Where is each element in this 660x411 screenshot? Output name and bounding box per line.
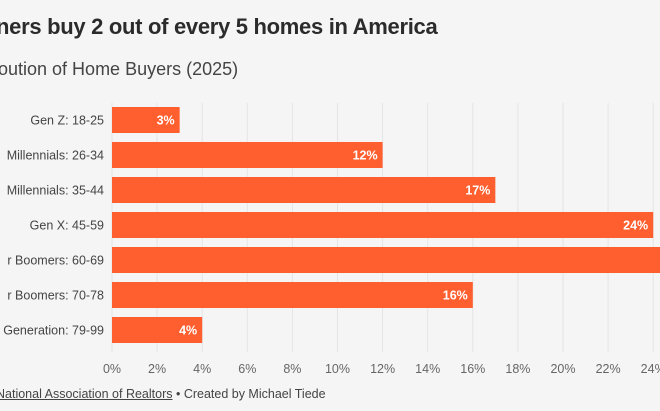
x-tick-label: 16% xyxy=(460,362,485,376)
x-tick-label: 12% xyxy=(370,362,395,376)
data-label: 17% xyxy=(465,184,490,198)
x-tick-label: 14% xyxy=(415,362,440,376)
category-label: Millennials: 35-44 xyxy=(7,184,104,198)
category-label: Generation: 79-99 xyxy=(3,324,104,338)
data-label: 16% xyxy=(443,289,468,303)
x-tick-label: 18% xyxy=(505,362,530,376)
bar xyxy=(112,317,203,343)
data-label: 24% xyxy=(623,219,648,233)
category-label: Gen Z: 18-25 xyxy=(30,114,104,128)
x-tick-label: 10% xyxy=(325,362,350,376)
x-tick-label: 20% xyxy=(550,362,575,376)
x-tick-label: 8% xyxy=(283,362,301,376)
bar xyxy=(112,247,660,273)
chart-subtitle: oution of Home Buyers (2025) xyxy=(0,59,239,79)
source-link[interactable]: National Association of Realtors xyxy=(0,387,173,401)
bar xyxy=(112,177,496,203)
bar xyxy=(112,107,180,133)
data-label: 3% xyxy=(157,114,175,128)
bar xyxy=(112,282,473,308)
x-tick-label: 22% xyxy=(596,362,621,376)
x-tick-label: 0% xyxy=(103,362,121,376)
x-tick-label: 2% xyxy=(148,362,166,376)
bar xyxy=(112,142,383,168)
footer-separator: • xyxy=(172,387,184,401)
category-label: r Boomers: 70-78 xyxy=(7,289,104,303)
category-label: Gen X: 45-59 xyxy=(30,219,104,233)
category-label: Millennials: 26-34 xyxy=(7,149,104,163)
data-label: 4% xyxy=(179,324,197,338)
chart-title: ners buy 2 out of every 5 homes in Ameri… xyxy=(0,14,438,39)
data-label: 12% xyxy=(353,149,378,163)
x-tick-label: 24% xyxy=(641,362,660,376)
credit-text: Created by Michael Tiede xyxy=(183,387,326,401)
category-label: r Boomers: 60-69 xyxy=(7,254,104,268)
x-tick-label: 6% xyxy=(238,362,256,376)
x-tick-label: 4% xyxy=(193,362,211,376)
footer: National Association of Realtors • Creat… xyxy=(0,387,326,401)
bar xyxy=(112,212,654,238)
